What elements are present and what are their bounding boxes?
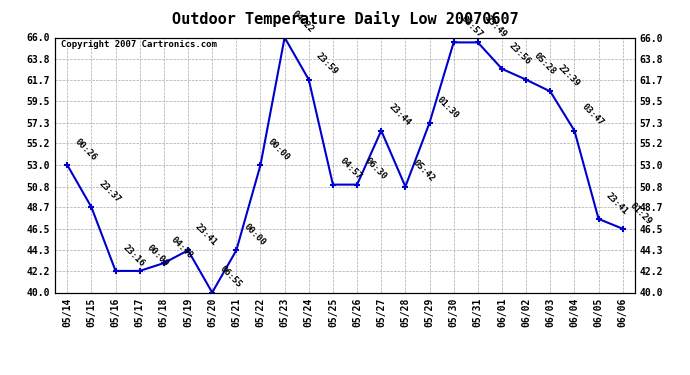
Text: 23:41: 23:41 xyxy=(604,191,629,216)
Text: 04:22: 04:22 xyxy=(290,9,315,35)
Text: 05:42: 05:42 xyxy=(411,158,436,184)
Text: 23:37: 23:37 xyxy=(97,179,122,204)
Text: Outdoor Temperature Daily Low 20070607: Outdoor Temperature Daily Low 20070607 xyxy=(172,11,518,27)
Text: 06:55: 06:55 xyxy=(218,264,243,290)
Text: 04:57: 04:57 xyxy=(339,156,364,182)
Text: 00:00: 00:00 xyxy=(242,222,267,248)
Text: 04:48: 04:48 xyxy=(170,235,195,260)
Text: 23:16: 23:16 xyxy=(121,243,146,268)
Text: 23:49: 23:49 xyxy=(484,14,509,40)
Text: 01:30: 01:30 xyxy=(435,94,460,120)
Text: 23:56: 23:56 xyxy=(508,41,533,66)
Text: Copyright 2007 Cartronics.com: Copyright 2007 Cartronics.com xyxy=(61,40,217,49)
Text: 05:28: 05:28 xyxy=(532,51,557,77)
Text: 06:30: 06:30 xyxy=(363,156,388,182)
Text: 01:29: 01:29 xyxy=(629,201,653,226)
Text: 22:39: 22:39 xyxy=(556,63,581,88)
Text: 00:26: 00:26 xyxy=(73,137,98,162)
Text: 23:44: 23:44 xyxy=(387,102,412,128)
Text: 00:00: 00:00 xyxy=(146,243,170,268)
Text: 05:57: 05:57 xyxy=(460,14,484,40)
Text: 03:47: 03:47 xyxy=(580,102,605,128)
Text: 23:41: 23:41 xyxy=(194,222,219,248)
Text: 23:59: 23:59 xyxy=(315,51,339,77)
Text: 00:00: 00:00 xyxy=(266,137,291,162)
